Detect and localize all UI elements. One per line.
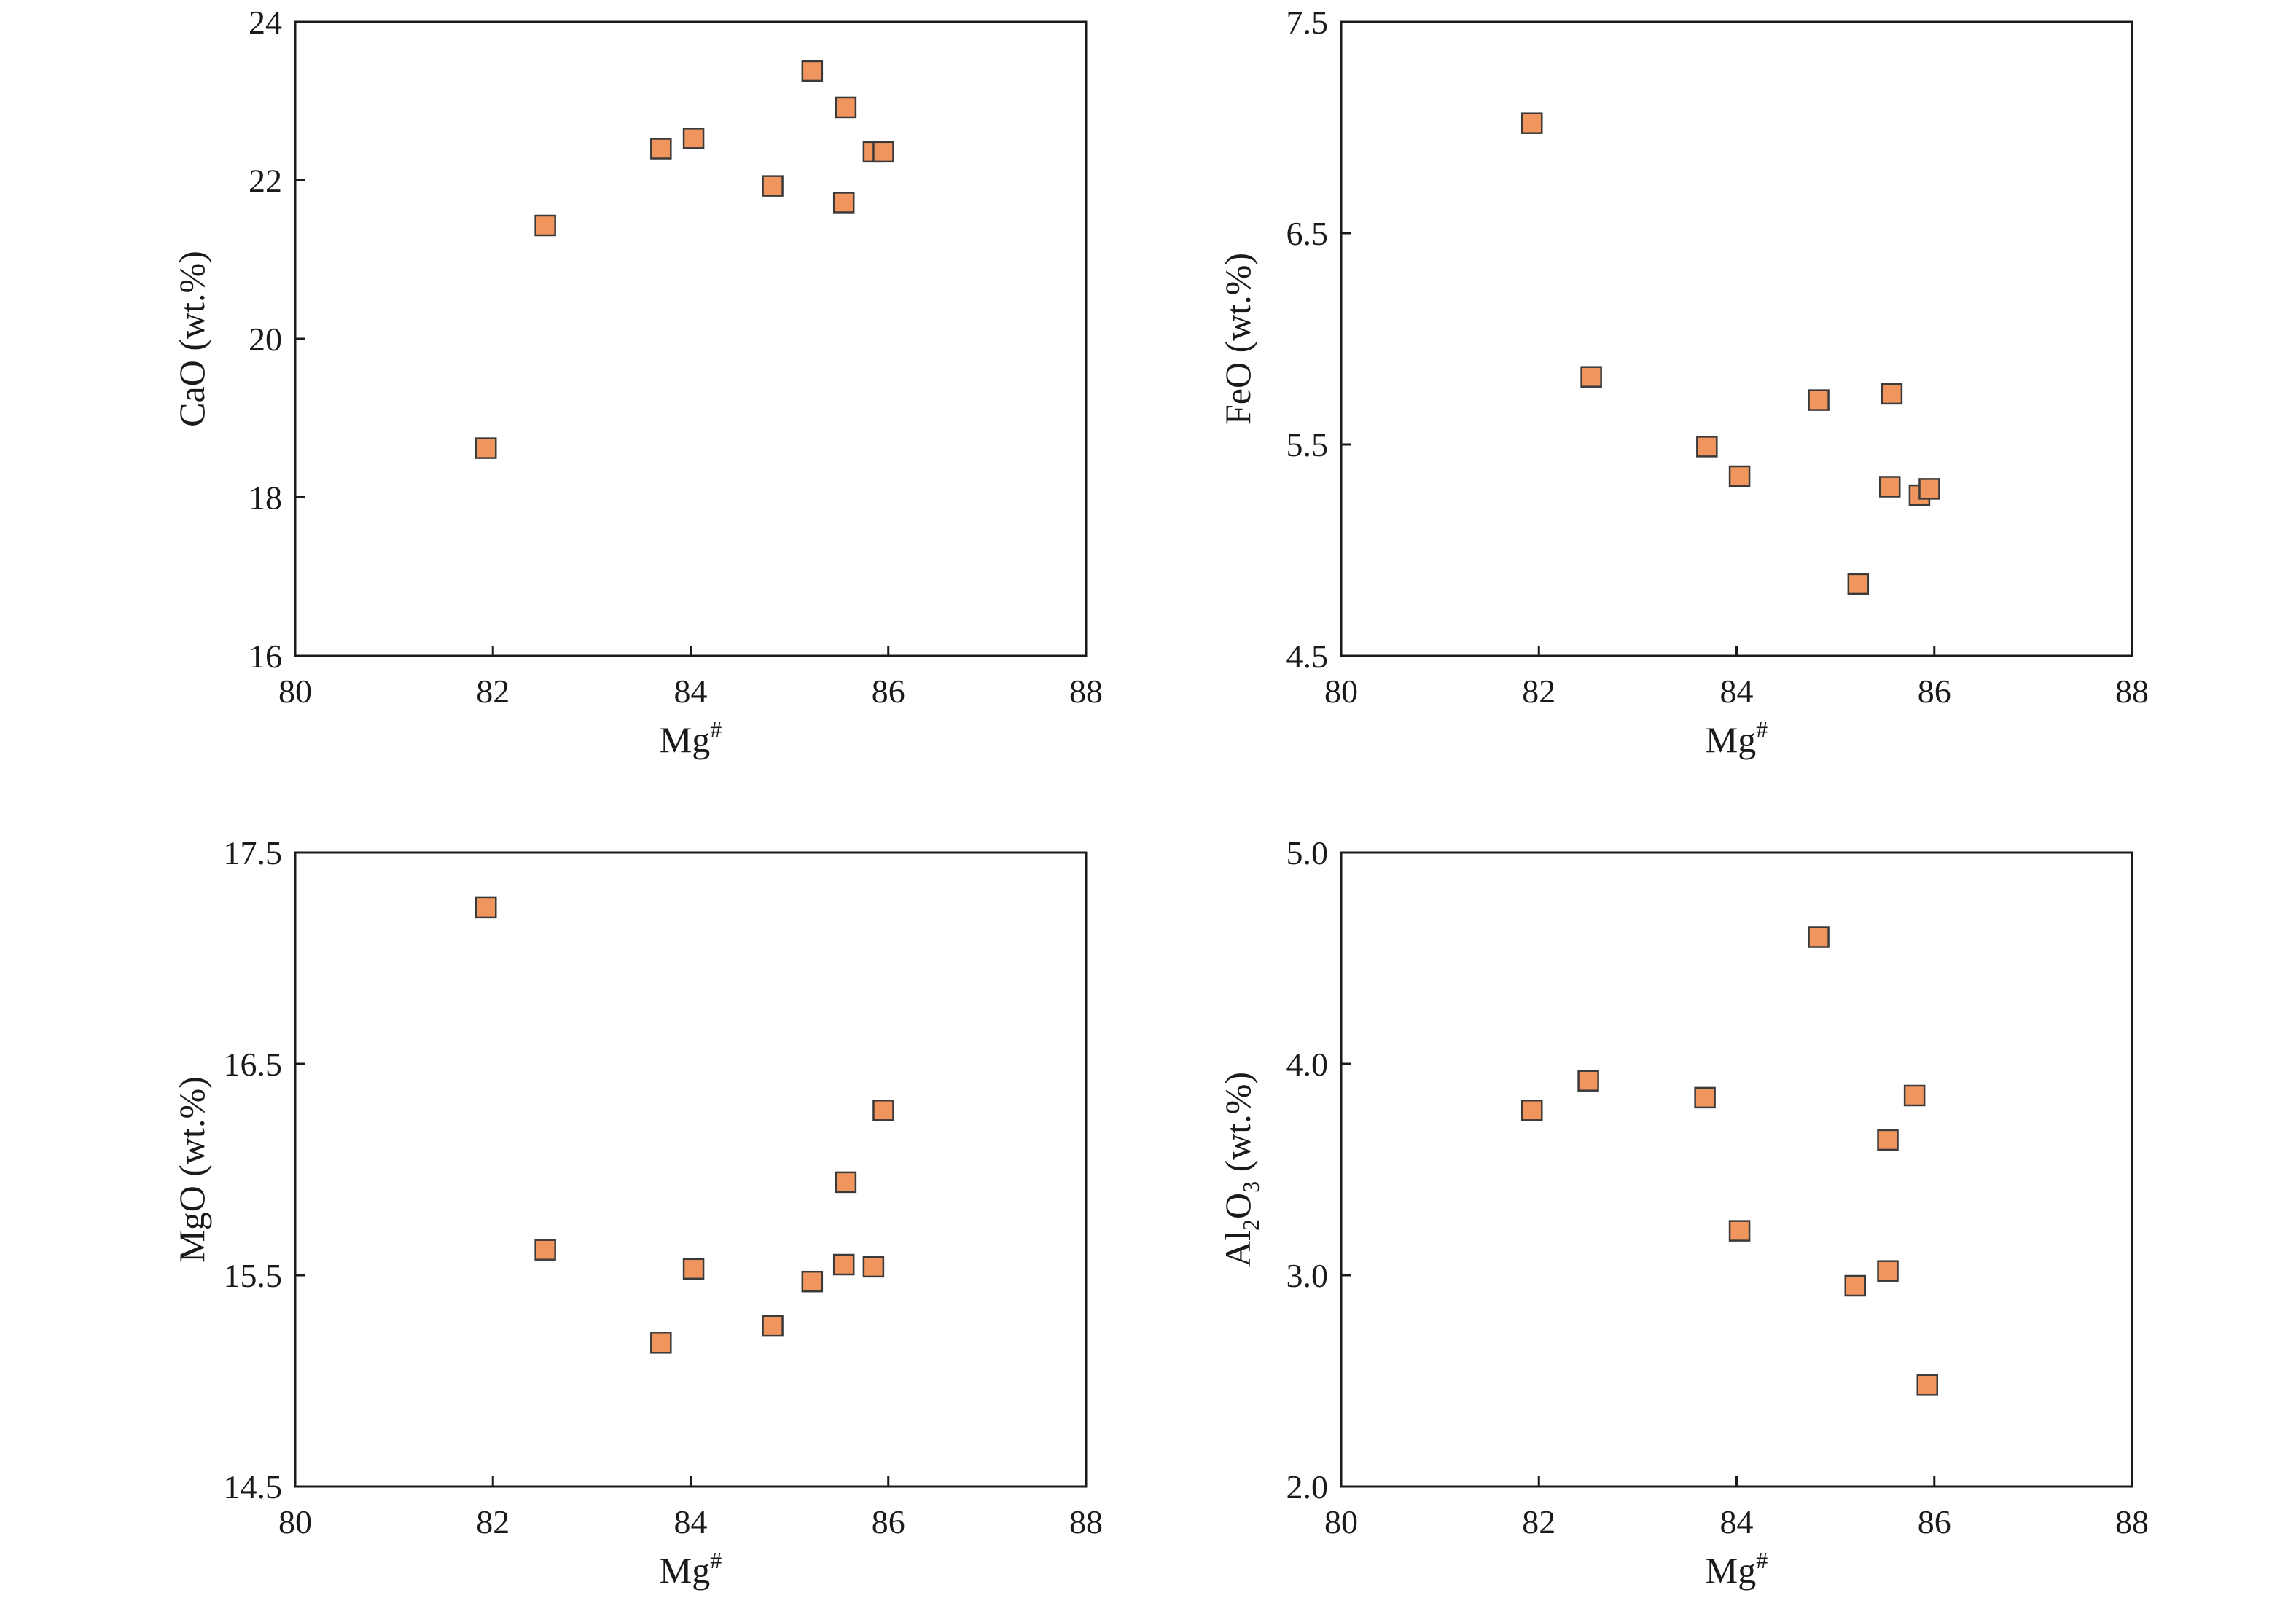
data-point-3: [650, 138, 672, 160]
data-point-9: [1903, 1084, 1926, 1107]
y-tick-label: 16: [249, 638, 282, 675]
x-tick-label: 80: [1324, 1503, 1358, 1540]
y-tick-label: 5.5: [1286, 426, 1329, 463]
data-point-5: [1808, 926, 1830, 948]
plot-frame: [1340, 851, 2133, 1488]
x-tick-label: 82: [476, 673, 509, 710]
data-point-4: [682, 1258, 705, 1280]
x-tick-label: 88: [2115, 1503, 2149, 1540]
y-axis-label: FeO (wt.%): [1217, 253, 1258, 425]
x-tick-label: 80: [1324, 673, 1358, 710]
data-point-10: [1916, 1374, 1939, 1396]
y-tick-label: 5.0: [1286, 834, 1329, 872]
x-tick-label: 86: [872, 673, 905, 710]
data-point-1: [1521, 112, 1543, 134]
data-point-10: [872, 141, 894, 163]
y-tick-label: 24: [249, 4, 282, 41]
data-point-8: [832, 192, 855, 214]
data-point-1: [1521, 1100, 1543, 1121]
x-tick-label: 80: [278, 1503, 312, 1540]
x-tick-label: 84: [1720, 673, 1754, 710]
y-tick-label: 14.5: [224, 1468, 283, 1505]
data-point-8: [1878, 476, 1901, 498]
x-tick-label: 88: [1069, 1503, 1103, 1540]
x-axis-label: Mg#: [660, 716, 722, 760]
data-point-3: [1694, 1086, 1716, 1109]
y-tick-label: 22: [249, 162, 282, 200]
chart-panel-3: 80 82 84 86 88 14.5 15.5 16.5 17.5 Mg# MgO (wt.%): [171, 834, 1103, 1591]
data-point-7: [835, 96, 857, 119]
data-point-3: [650, 1332, 672, 1354]
y-tick-label: 16.5: [224, 1046, 283, 1083]
data-point-7: [835, 1171, 857, 1194]
x-axis-label: Mg#: [660, 1547, 722, 1591]
chart-panel-2: 80 82 84 86 88 4.5 5.5 6.5 7.5 Mg# FeO (wt.%): [1217, 4, 2149, 760]
data-point-6: [1847, 573, 1870, 595]
x-tick-label: 82: [1522, 673, 1555, 710]
y-tick-label: 7.5: [1286, 4, 1329, 41]
data-point-1: [475, 896, 497, 919]
y-tick-label: 20: [249, 321, 282, 358]
y-axis-label: MgO (wt.%): [171, 1076, 212, 1263]
x-tick-label: 86: [1918, 673, 1951, 710]
data-point-1: [475, 437, 497, 459]
x-tick-label: 86: [872, 1503, 905, 1540]
plot-frame: [294, 851, 1088, 1488]
data-point-6: [801, 1270, 824, 1293]
data-point-8: [1877, 1260, 1899, 1282]
x-tick-label: 80: [278, 673, 312, 710]
x-tick-label: 88: [1069, 673, 1103, 710]
x-tick-label: 84: [1720, 1503, 1754, 1540]
data-point-4: [1728, 1220, 1751, 1242]
x-tick-label: 88: [2115, 673, 2149, 710]
y-tick-label: 15.5: [224, 1257, 283, 1294]
chart-panel-4: 80 82 84 86 88 2.0 3.0 4.0 5.0 Mg# Al2O3 (wt.%): [1217, 834, 2149, 1591]
data-point-2: [534, 214, 556, 237]
y-tick-label: 3.0: [1286, 1257, 1329, 1294]
data-point-7: [1877, 1129, 1899, 1151]
y-tick-label: 2.0: [1286, 1468, 1329, 1505]
y-tick-label: 6.5: [1286, 215, 1329, 252]
y-tick-label: 4.0: [1286, 1046, 1329, 1083]
x-tick-label: 82: [476, 1503, 509, 1540]
x-axis-label: Mg#: [1706, 716, 1768, 760]
data-point-5: [1808, 389, 1830, 411]
plot-frame: [294, 20, 1088, 657]
data-point-3: [1696, 436, 1718, 458]
y-tick-label: 4.5: [1286, 638, 1329, 675]
data-point-10: [872, 1100, 894, 1121]
y-axis-label: CaO (wt.%): [171, 251, 212, 427]
data-point-6: [1844, 1274, 1866, 1297]
data-point-4: [1728, 465, 1751, 487]
data-point-5: [762, 1315, 784, 1337]
data-point-2: [1577, 1070, 1599, 1092]
data-point-2: [1580, 366, 1602, 388]
y-tick-label: 17.5: [224, 834, 283, 872]
plot-frame: [1340, 20, 2133, 657]
data-point-6: [801, 60, 824, 82]
data-point-8: [832, 1253, 855, 1276]
y-tick-label: 18: [249, 479, 282, 517]
x-tick-label: 84: [674, 673, 708, 710]
data-point-2: [534, 1239, 556, 1261]
x-tick-label: 82: [1522, 1503, 1555, 1540]
x-tick-label: 84: [674, 1503, 708, 1540]
data-point-9: [862, 1256, 885, 1278]
x-tick-label: 86: [1918, 1503, 1951, 1540]
data-point-4: [682, 128, 705, 149]
y-axis-label: Al2O3 (wt.%): [1217, 1072, 1264, 1267]
data-point-10: [1918, 478, 1940, 500]
x-axis-label: Mg#: [1706, 1547, 1768, 1591]
data-point-5: [762, 175, 784, 197]
chart-panel-1: 80 82 84 86 88 16 18 20 22 24 Mg# CaO (wt.%): [171, 4, 1103, 760]
data-point-7: [1881, 383, 1903, 405]
